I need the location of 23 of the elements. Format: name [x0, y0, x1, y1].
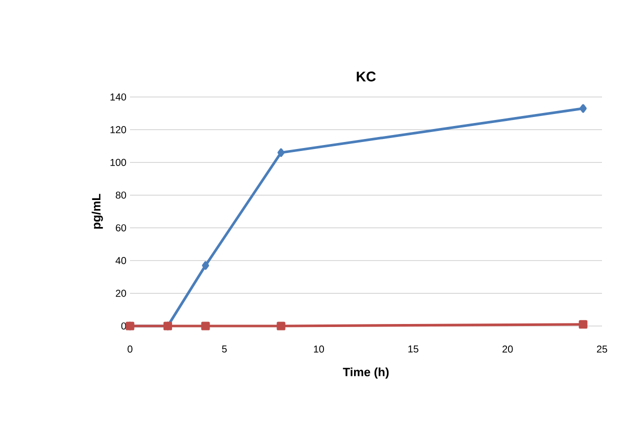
point [202, 261, 210, 270]
y-axis-title: pg/mL [92, 194, 103, 229]
y-tick-label: 60 [116, 224, 126, 232]
y-tick-label: 40 [116, 257, 126, 264]
x-tick-label: 5 [222, 346, 227, 353]
y-tick-label: 100 [110, 158, 126, 166]
x-tick-label: 15 [408, 346, 418, 353]
y-tick-label: 0 [121, 322, 126, 330]
point [276, 322, 286, 330]
point [578, 320, 588, 329]
x-tick-label: 0 [128, 346, 132, 353]
y-tick-label: 120 [110, 126, 126, 134]
y-tick-label: 80 [116, 192, 126, 199]
x-tick-label: 25 [596, 346, 608, 353]
point [201, 322, 210, 330]
x-axis-title: Time (h) [342, 367, 389, 379]
point [580, 104, 587, 113]
point [277, 148, 285, 157]
y-tick-label: 140 [110, 93, 126, 101]
chart-title: KC [356, 72, 376, 82]
y-tick-label: 20 [116, 290, 126, 297]
x-tick-label: 20 [502, 346, 513, 353]
x-tick-label: 10 [314, 346, 324, 353]
